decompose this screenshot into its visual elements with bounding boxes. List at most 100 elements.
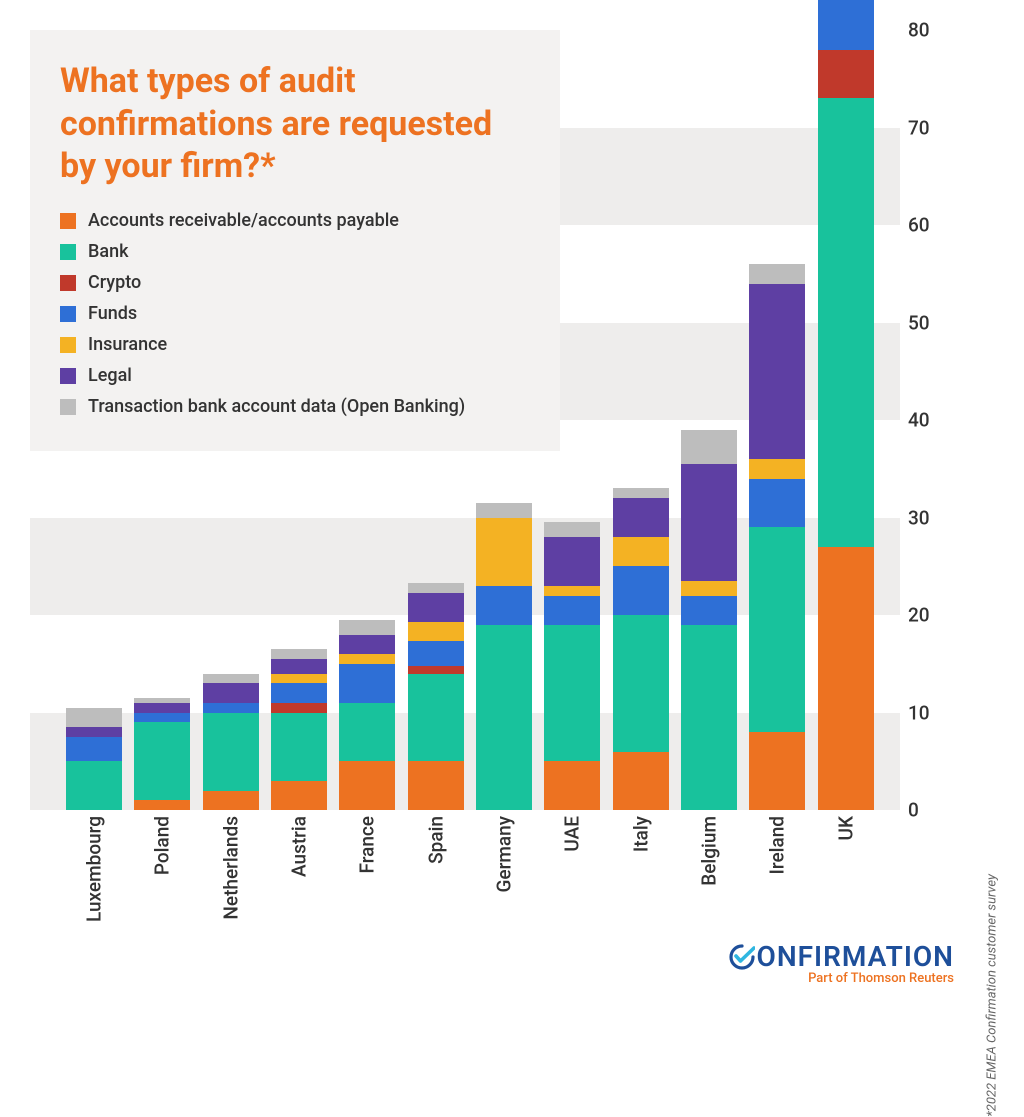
- bar-segment: [339, 620, 395, 635]
- bar-segment: [271, 683, 327, 703]
- stacked-bar: [613, 488, 669, 810]
- legend-item: Legal: [60, 365, 530, 386]
- bar-segment: [476, 625, 532, 810]
- bar-segment: [203, 674, 259, 684]
- bar-segment: [613, 566, 669, 615]
- logo-check-icon: [729, 944, 755, 970]
- bar-segment: [271, 649, 327, 659]
- bar-segment: [134, 800, 190, 810]
- header-panel: What types of audit confirmations are re…: [30, 30, 560, 451]
- bar-segment: [818, 0, 874, 50]
- legend-item: Crypto: [60, 272, 530, 293]
- bar-segment: [476, 503, 532, 518]
- bar-segment: [271, 703, 327, 713]
- x-tick-label: France: [333, 816, 401, 956]
- bar-segment: [339, 761, 395, 810]
- bar-segment: [749, 264, 805, 284]
- bar-segment: [271, 713, 327, 781]
- bar-segment: [408, 593, 464, 622]
- stacked-bar: [66, 708, 122, 810]
- stacked-bar: [203, 674, 259, 811]
- stacked-bar: [134, 698, 190, 810]
- bar-segment: [544, 586, 600, 596]
- legend-swatch: [60, 244, 76, 260]
- x-tick-label: UK: [812, 816, 880, 956]
- legend-swatch: [60, 337, 76, 353]
- x-tick-label: Ireland: [743, 816, 811, 956]
- legend-label: Bank: [88, 241, 128, 262]
- x-tick-label: Germany: [470, 816, 538, 956]
- bar-segment: [818, 50, 874, 99]
- x-tick-label: Luxembourg: [60, 816, 128, 956]
- x-tick-label: Poland: [128, 816, 196, 956]
- bar-segment: [408, 666, 464, 674]
- bar-segment: [749, 284, 805, 460]
- bar-segment: [339, 664, 395, 703]
- bar-segment: [408, 583, 464, 593]
- stacked-bar: [408, 583, 464, 810]
- bar-segment: [544, 537, 600, 586]
- bar-segment: [408, 641, 464, 665]
- bar-segment: [749, 527, 805, 732]
- y-tick-label: 0: [908, 799, 919, 822]
- bar-segment: [613, 615, 669, 752]
- y-tick-label: 60: [908, 214, 930, 237]
- bar-segment: [613, 537, 669, 566]
- y-tick-label: 30: [908, 506, 930, 529]
- bar-segment: [749, 732, 805, 810]
- bar-segment: [476, 586, 532, 625]
- bar-segment: [544, 596, 600, 625]
- bar-segment: [681, 464, 737, 581]
- legend-label: Legal: [88, 365, 132, 386]
- bar-column: [812, 30, 880, 810]
- bar-segment: [681, 625, 737, 810]
- logo-subtitle: Part of Thomson Reuters: [729, 971, 954, 986]
- stacked-bar: [749, 264, 805, 810]
- x-tick-label: UAE: [538, 816, 606, 956]
- legend-label: Transaction bank account data (Open Bank…: [88, 396, 465, 417]
- bar-segment: [271, 674, 327, 684]
- bar-segment: [749, 479, 805, 528]
- legend-label: Funds: [88, 303, 137, 324]
- bar-segment: [203, 703, 259, 713]
- bar-segment: [681, 596, 737, 625]
- legend-swatch: [60, 213, 76, 229]
- bar-segment: [203, 791, 259, 811]
- bar-segment: [544, 522, 600, 537]
- bar-segment: [134, 703, 190, 713]
- bar-segment: [408, 622, 464, 642]
- bar-segment: [681, 581, 737, 596]
- bar-segment: [134, 713, 190, 723]
- stacked-bar: [271, 649, 327, 810]
- bar-segment: [818, 547, 874, 810]
- bar-segment: [613, 498, 669, 537]
- bar-segment: [271, 659, 327, 674]
- legend-item: Accounts receivable/accounts payable: [60, 210, 530, 231]
- y-tick-label: 10: [908, 701, 930, 724]
- bar-segment: [613, 752, 669, 811]
- legend-label: Insurance: [88, 334, 167, 355]
- bar-segment: [408, 761, 464, 810]
- logo-text: ONFIRMATION: [757, 940, 954, 973]
- y-tick-label: 40: [908, 409, 930, 432]
- bar-segment: [544, 761, 600, 810]
- legend-swatch: [60, 368, 76, 384]
- stacked-bar: [681, 430, 737, 810]
- bar-segment: [339, 654, 395, 664]
- x-tick-label: Austria: [265, 816, 333, 956]
- y-axis: 01020304050607080: [900, 30, 960, 810]
- brand-logo: ONFIRMATION Part of Thomson Reuters: [729, 940, 954, 986]
- stacked-bar: [476, 503, 532, 810]
- y-tick-label: 20: [908, 604, 930, 627]
- bar-segment: [613, 488, 669, 498]
- footnote-text: *2022 EMEA Confirmation customer survey: [985, 874, 1000, 1117]
- bar-segment: [271, 781, 327, 810]
- chart-canvas: 01020304050607080 LuxembourgPolandNether…: [30, 30, 994, 994]
- legend-item: Bank: [60, 241, 530, 262]
- bar-segment: [544, 625, 600, 762]
- y-tick-label: 70: [908, 116, 930, 139]
- bar-segment: [339, 703, 395, 762]
- stacked-bar: [818, 0, 874, 810]
- bar-segment: [66, 737, 122, 761]
- stacked-bar: [544, 522, 600, 810]
